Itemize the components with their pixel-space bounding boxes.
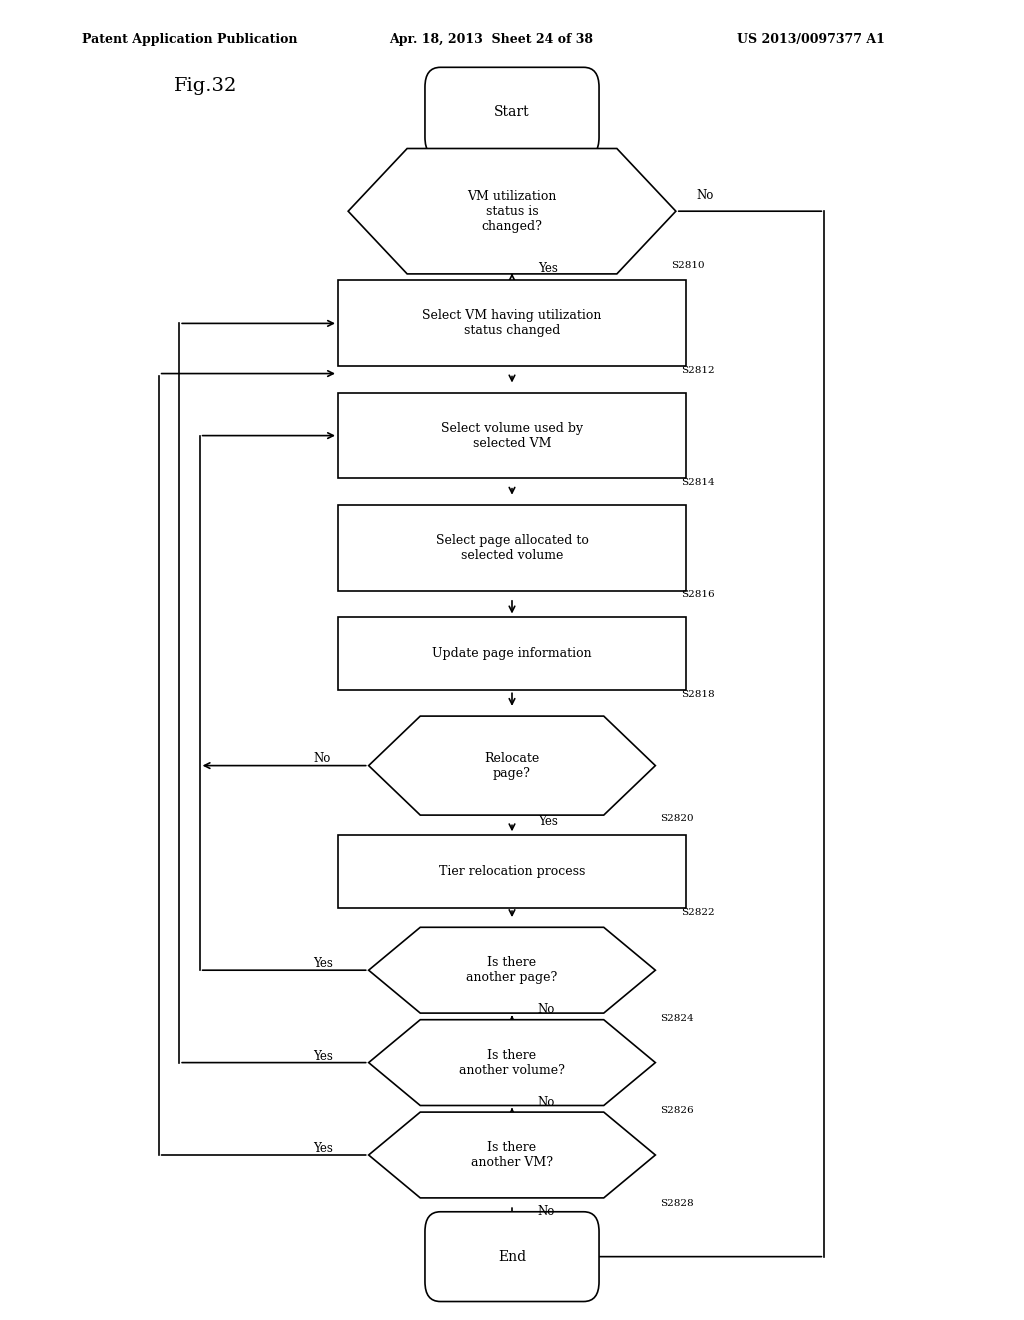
Text: S2812: S2812 bbox=[681, 366, 715, 375]
Text: Update page information: Update page information bbox=[432, 647, 592, 660]
Bar bbox=[338, 280, 686, 366]
Text: Patent Application Publication: Patent Application Publication bbox=[82, 33, 297, 46]
Text: Yes: Yes bbox=[538, 816, 557, 828]
Polygon shape bbox=[369, 715, 655, 814]
Polygon shape bbox=[369, 927, 655, 1014]
Text: Relocate
page?: Relocate page? bbox=[484, 751, 540, 780]
FancyBboxPatch shape bbox=[425, 67, 599, 157]
Text: No: No bbox=[538, 1205, 555, 1218]
Text: S2818: S2818 bbox=[681, 690, 715, 700]
Bar bbox=[338, 392, 686, 478]
Text: Tier relocation process: Tier relocation process bbox=[439, 865, 585, 878]
Text: Yes: Yes bbox=[312, 1142, 333, 1155]
Text: No: No bbox=[538, 1096, 555, 1109]
Bar bbox=[338, 506, 686, 591]
Text: Start: Start bbox=[495, 106, 529, 119]
Bar bbox=[338, 836, 686, 908]
Text: No: No bbox=[314, 752, 331, 766]
Bar bbox=[338, 618, 686, 689]
Text: Yes: Yes bbox=[312, 1049, 333, 1063]
Text: S2810: S2810 bbox=[671, 261, 705, 271]
Text: No: No bbox=[538, 1003, 555, 1016]
Text: S2814: S2814 bbox=[681, 478, 715, 487]
FancyBboxPatch shape bbox=[425, 1212, 599, 1302]
Text: Select volume used by
selected VM: Select volume used by selected VM bbox=[441, 421, 583, 450]
Polygon shape bbox=[369, 1019, 655, 1106]
Text: S2816: S2816 bbox=[681, 590, 715, 599]
Polygon shape bbox=[348, 149, 676, 275]
Text: Select page allocated to
selected volume: Select page allocated to selected volume bbox=[435, 533, 589, 562]
Text: S2824: S2824 bbox=[660, 1014, 694, 1023]
Text: Is there
another page?: Is there another page? bbox=[466, 956, 558, 985]
Text: S2820: S2820 bbox=[660, 814, 694, 824]
Text: VM utilization
status is
changed?: VM utilization status is changed? bbox=[467, 190, 557, 232]
Text: No: No bbox=[696, 189, 714, 202]
Text: Is there
another volume?: Is there another volume? bbox=[459, 1048, 565, 1077]
Text: US 2013/0097377 A1: US 2013/0097377 A1 bbox=[737, 33, 885, 46]
Polygon shape bbox=[369, 1111, 655, 1199]
Text: Is there
another VM?: Is there another VM? bbox=[471, 1140, 553, 1170]
Text: S2822: S2822 bbox=[681, 908, 715, 917]
Text: S2828: S2828 bbox=[660, 1199, 694, 1208]
Text: Select VM having utilization
status changed: Select VM having utilization status chan… bbox=[422, 309, 602, 338]
Text: S2826: S2826 bbox=[660, 1106, 694, 1115]
Text: Apr. 18, 2013  Sheet 24 of 38: Apr. 18, 2013 Sheet 24 of 38 bbox=[389, 33, 593, 46]
Text: End: End bbox=[498, 1250, 526, 1263]
Text: Yes: Yes bbox=[538, 263, 557, 275]
Text: Yes: Yes bbox=[312, 957, 333, 970]
Text: Fig.32: Fig.32 bbox=[174, 77, 238, 95]
